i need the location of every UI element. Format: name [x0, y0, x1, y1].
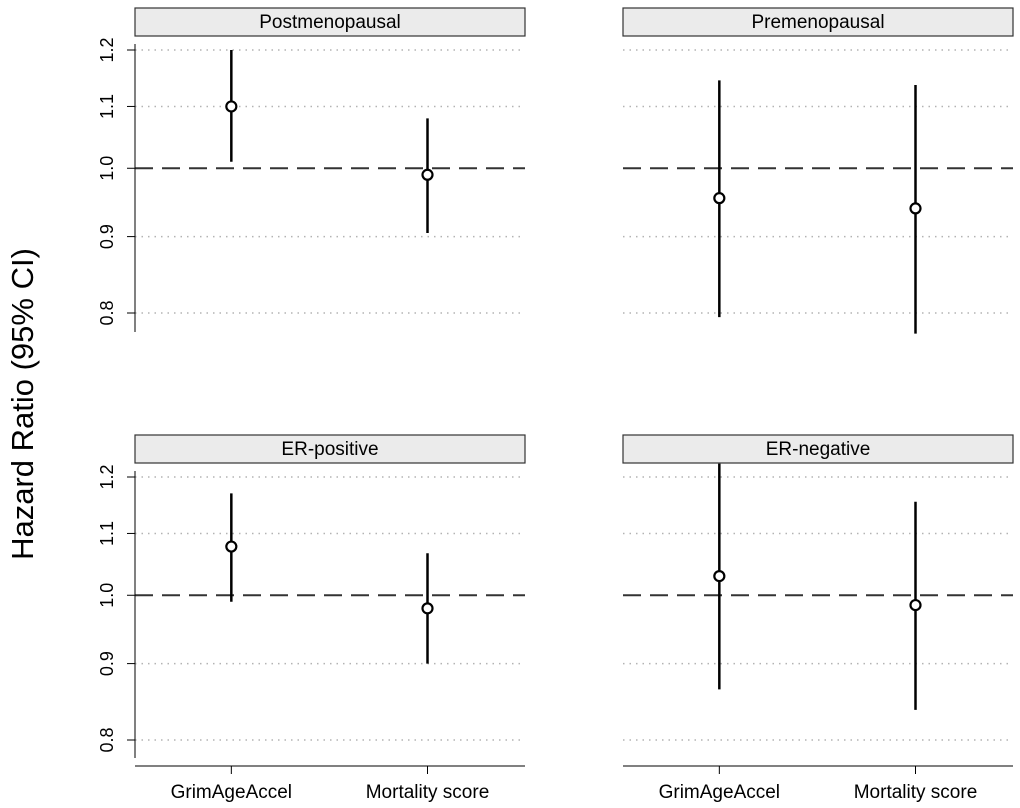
- y-tick-label: 1.1: [97, 94, 117, 119]
- point-estimate-mortality-score: [421, 602, 434, 615]
- strip-title: ER-positive: [281, 439, 378, 460]
- y-tick-label: 0.9: [97, 224, 117, 249]
- point-estimate-mortality-score: [421, 168, 434, 181]
- panel-premenopausal: Premenopausal: [622, 7, 1014, 334]
- y-tick-label: 1.2: [97, 464, 117, 489]
- point-estimate-grimageaccel: [225, 540, 238, 553]
- strip-title: ER-negative: [766, 439, 871, 460]
- point-estimate-grimageaccel: [713, 192, 726, 205]
- strip-background: [622, 434, 1014, 464]
- strip-background: [134, 7, 526, 37]
- x-tick-label-grimageaccel: GrimAgeAccel: [171, 782, 292, 803]
- y-tick-label: 1.1: [97, 521, 117, 546]
- x-tick-label-mortality-score: Mortality score: [366, 782, 490, 803]
- panel-er-positive: ER-positive 0.8 0.9 1.0 1.1 1.2 GrimAgeAccel Mo…: [97, 434, 526, 803]
- panels-group: Postmenopausal 0.8 0.9 1.0 1.1 1.2 Premenopaus…: [97, 7, 1014, 803]
- panel-postmenopausal: Postmenopausal 0.8 0.9 1.0 1.1 1.2: [97, 7, 526, 332]
- point-estimate-mortality-score: [909, 598, 922, 612]
- y-tick-label: 0.9: [97, 651, 117, 676]
- y-tick-label: 1.0: [97, 156, 117, 181]
- panel-er-negative: ER-negative GrimAgeAccel Mortality score: [622, 434, 1014, 803]
- strip-title: Premenopausal: [751, 12, 884, 33]
- y-axis-label: Hazard Ratio (95% CI): [5, 248, 40, 560]
- strip-background: [622, 7, 1014, 37]
- point-estimate-mortality-score: [909, 202, 922, 215]
- y-tick-label: 1.0: [97, 583, 117, 608]
- strip-title: Postmenopausal: [259, 12, 401, 33]
- y-tick-label: 0.8: [97, 300, 117, 325]
- y-tick-label: 0.8: [97, 727, 117, 752]
- y-tick-label: 1.2: [97, 37, 117, 62]
- point-estimate-grimageaccel: [713, 569, 726, 583]
- strip-background: [134, 434, 526, 464]
- x-tick-label-mortality-score: Mortality score: [854, 782, 978, 803]
- point-estimate-grimageaccel: [225, 100, 238, 113]
- x-tick-label-grimageaccel: GrimAgeAccel: [659, 782, 780, 803]
